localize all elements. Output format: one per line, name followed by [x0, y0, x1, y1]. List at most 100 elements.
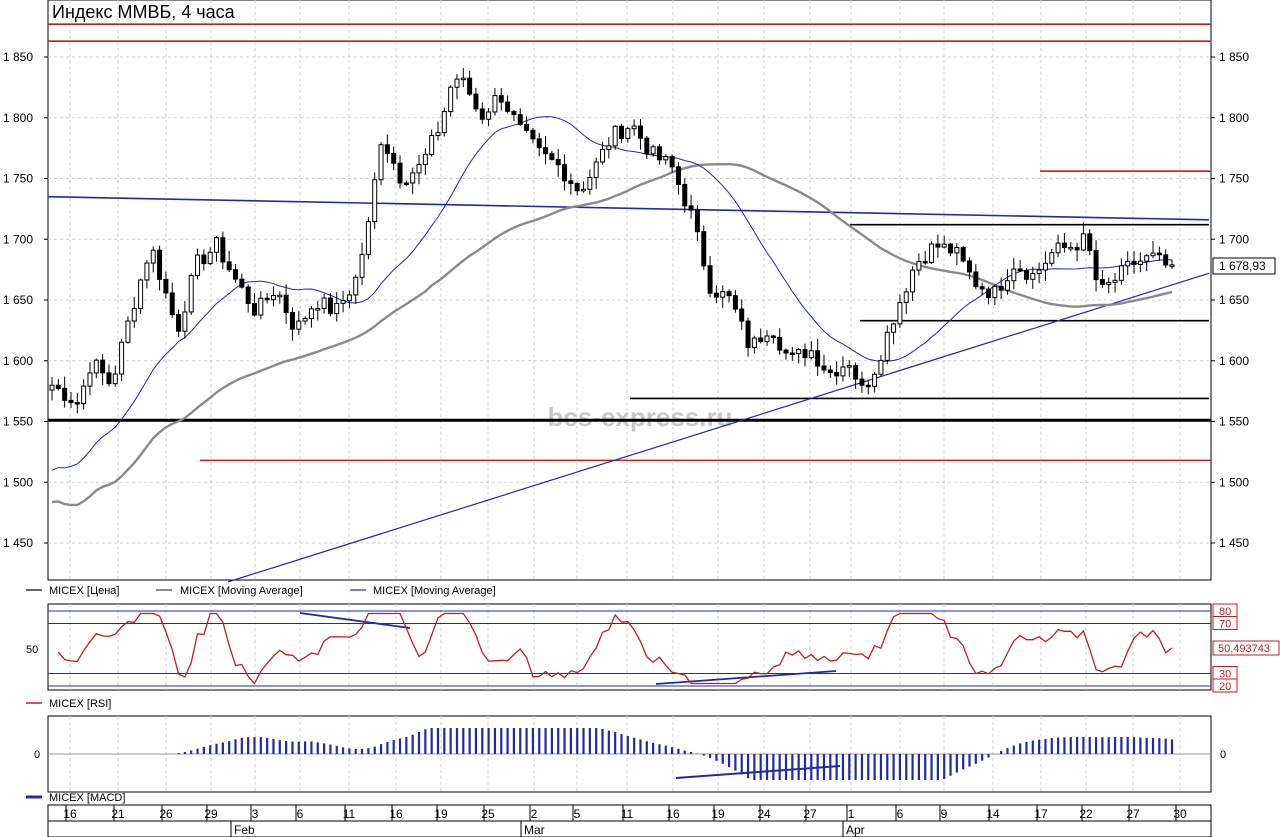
- candle-body: [574, 183, 580, 192]
- candle-body: [549, 153, 555, 160]
- candle-body: [1004, 280, 1010, 291]
- rsi-trendline-bull: [655, 670, 837, 685]
- candle-body: [764, 335, 770, 343]
- x-day-label: 17: [1034, 807, 1048, 821]
- candle-body: [239, 278, 245, 288]
- candle-body: [656, 146, 662, 161]
- candle-body: [397, 162, 403, 184]
- moving-average-slow: [51, 162, 1173, 507]
- candle-body: [524, 123, 530, 131]
- candle-body: [555, 158, 561, 166]
- candle-body: [93, 359, 99, 374]
- resistance-trendline: [47, 195, 1210, 221]
- candle-body: [138, 279, 144, 310]
- candle-body: [732, 295, 738, 310]
- y-tick-label: 1 450: [1219, 536, 1249, 550]
- candle-body: [992, 285, 998, 299]
- x-day-label: 27: [803, 807, 817, 821]
- candle-body: [1156, 252, 1162, 256]
- candlesticks: [49, 68, 1175, 414]
- candle-body: [68, 399, 74, 404]
- candle-body: [985, 288, 991, 299]
- main-gridlines: [48, 0, 1211, 580]
- rsi-tick-box: [1212, 616, 1238, 630]
- candle-body: [264, 297, 270, 301]
- candle-body: [359, 253, 365, 278]
- candle-body: [62, 387, 68, 401]
- candle-body: [682, 183, 688, 207]
- candle-body: [214, 237, 220, 253]
- x-day-label: 21: [111, 807, 125, 821]
- y-tick-label: 1 550: [3, 415, 33, 429]
- rsi-line: [57, 612, 1173, 685]
- candle-body: [410, 172, 416, 184]
- candle-body: [593, 161, 599, 179]
- candle-body: [251, 302, 257, 316]
- rsi-legend-label: MICEX [RSI]: [49, 698, 111, 710]
- candle-body: [321, 297, 327, 310]
- candle-body: [903, 291, 909, 303]
- candle-body: [796, 349, 802, 355]
- candle-body: [346, 294, 352, 302]
- rsi-gridlines: [69, 604, 1181, 690]
- last-price-marker: 1 678,93: [1212, 257, 1276, 275]
- y-tick-label: 1 750: [1219, 172, 1249, 186]
- candle-body: [100, 359, 106, 374]
- x-day-label: 22: [1079, 807, 1093, 821]
- rsi-tick-30: 30: [1219, 669, 1231, 681]
- candle-body: [327, 297, 333, 315]
- last-price-label: 1 678,93: [1219, 259, 1266, 273]
- candle-body: [581, 188, 587, 192]
- candle-body: [479, 108, 485, 120]
- y-tick-label: 1 600: [3, 354, 33, 368]
- rsi-trendlines: [299, 612, 837, 685]
- candle-body: [188, 274, 194, 313]
- candle-body: [675, 166, 681, 185]
- x-day-label: 14: [986, 807, 1000, 821]
- candle-body: [315, 308, 321, 311]
- x-day-label: 16: [666, 807, 680, 821]
- candle-body: [777, 336, 783, 351]
- candle-body: [808, 350, 814, 358]
- candle-body: [1131, 260, 1137, 266]
- candle-body: [1068, 246, 1074, 250]
- watermark: bcs-express.ru: [548, 402, 733, 432]
- candle-body: [384, 144, 390, 154]
- candle-body: [144, 262, 150, 281]
- candle-body: [517, 114, 523, 125]
- candle-body: [916, 260, 922, 271]
- candle-body: [233, 269, 239, 280]
- candle-body: [688, 205, 694, 211]
- x-day-label: 27: [1126, 807, 1140, 821]
- rsi-tick-box: [1212, 678, 1238, 693]
- rsi-legend: MICEX [RSI]: [26, 698, 111, 710]
- candle-body: [707, 265, 713, 294]
- candle-body: [277, 294, 283, 298]
- candle-body: [1144, 255, 1150, 262]
- candle-body: [694, 209, 700, 233]
- x-month-label: Feb: [234, 823, 255, 837]
- candle-body: [429, 135, 435, 155]
- candle-body: [1080, 233, 1086, 251]
- macd-legend-label: MICEX [MACD]: [49, 792, 125, 804]
- macd-tick-right: 0: [1220, 749, 1226, 761]
- candle-body: [929, 243, 935, 264]
- rsi-tick-70: 70: [1219, 619, 1231, 631]
- candle-body: [568, 180, 574, 185]
- y-tick-label: 1 600: [1219, 354, 1249, 368]
- x-day-label: 25: [481, 807, 495, 821]
- x-day-label: 3: [252, 807, 259, 821]
- main-legend: MICEX [Цена] MICEX [Moving Average] MICE…: [26, 585, 496, 597]
- candle-body: [758, 337, 764, 343]
- candle-body: [55, 384, 61, 389]
- candle-body: [176, 314, 182, 332]
- candle-body: [119, 341, 125, 375]
- candle-body: [201, 254, 207, 265]
- y-tick-label: 1 650: [3, 293, 33, 307]
- macd-tick-left: 0: [34, 749, 40, 761]
- candle-body: [49, 384, 55, 391]
- candle-body: [1023, 270, 1029, 280]
- y-tick-label: 1 800: [3, 111, 33, 125]
- moving-averages: [51, 116, 1173, 507]
- y-tick-label: 1 700: [1219, 232, 1249, 246]
